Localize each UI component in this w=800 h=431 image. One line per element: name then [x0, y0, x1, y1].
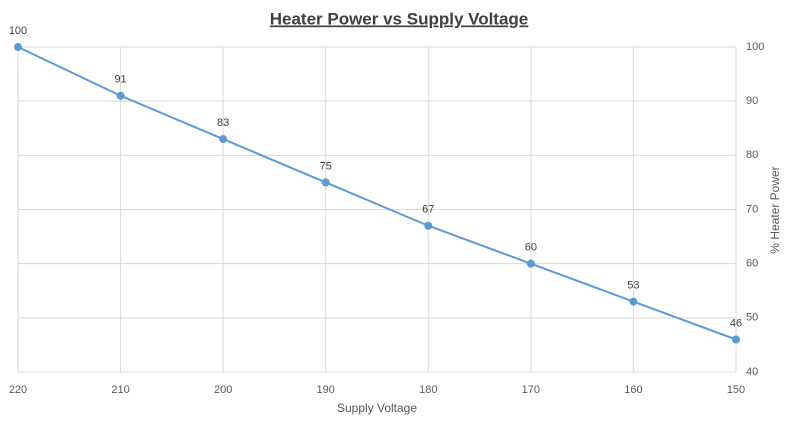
y-tick-label: 50 — [746, 312, 758, 324]
data-label: 53 — [627, 279, 639, 291]
data-point — [14, 43, 22, 51]
data-label: 46 — [730, 317, 742, 329]
data-point — [526, 259, 535, 268]
x-tick-label: 200 — [214, 384, 232, 396]
x-tick-label: 170 — [522, 384, 540, 396]
data-point — [424, 221, 433, 230]
y-tick-label: 80 — [746, 149, 758, 161]
chart-title: Heater Power vs Supply Voltage — [270, 9, 529, 28]
y-tick-label: 70 — [746, 203, 758, 215]
data-label: 75 — [320, 160, 332, 172]
data-label: 83 — [217, 117, 229, 129]
data-label: 67 — [422, 204, 434, 216]
data-label: 91 — [114, 74, 126, 86]
data-label: 60 — [525, 242, 537, 254]
data-label: 100 — [9, 25, 27, 37]
y-axis-title: % Heater Power — [768, 166, 782, 253]
y-tick-label: 40 — [746, 366, 758, 378]
data-point — [219, 135, 228, 144]
x-axis-title: Supply Voltage — [337, 401, 417, 415]
x-tick-label: 180 — [419, 384, 437, 396]
x-tick-label: 150 — [727, 384, 745, 396]
x-tick-label: 160 — [624, 384, 642, 396]
data-point — [629, 297, 638, 306]
x-tick-label: 210 — [111, 384, 129, 396]
y-tick-label: 100 — [746, 41, 764, 53]
x-tick-label: 220 — [9, 384, 27, 396]
y-tick-label: 90 — [746, 95, 758, 107]
y-tick-label: 60 — [746, 258, 758, 270]
data-point — [321, 178, 330, 187]
series-line — [17, 46, 737, 341]
data-point — [116, 91, 125, 100]
data-point — [732, 335, 740, 344]
x-tick-label: 190 — [317, 384, 335, 396]
